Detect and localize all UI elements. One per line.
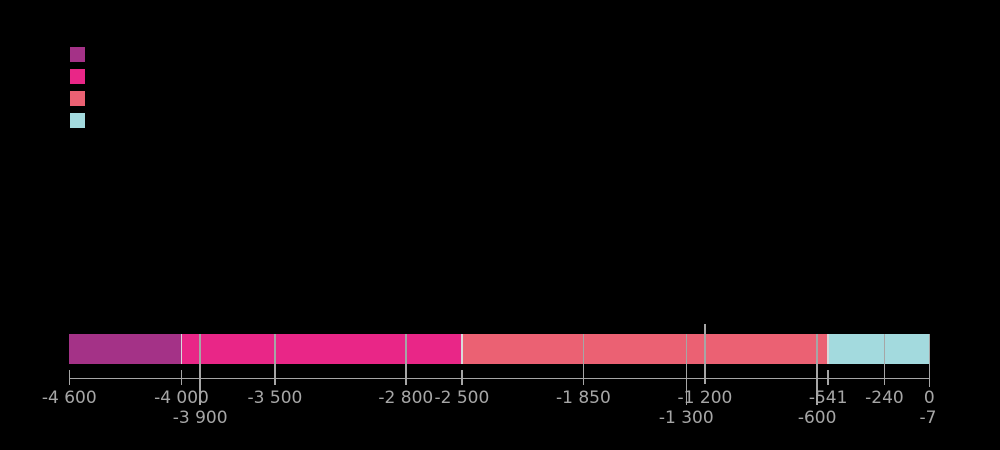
axis-tick-label--2800: -2 800 bbox=[378, 388, 434, 408]
legend-swatch-era-4 bbox=[70, 113, 85, 128]
divider-line--1200 bbox=[704, 324, 706, 384]
segment-4 bbox=[828, 334, 930, 364]
divider-line--1850 bbox=[582, 334, 585, 385]
axis-tick-label--1200: -1 200 bbox=[677, 388, 733, 408]
divider-line--4000 bbox=[180, 370, 183, 385]
axis-tick-label--4000: -4 000 bbox=[154, 388, 209, 408]
divider-line--4600 bbox=[68, 370, 71, 385]
segment-3 bbox=[461, 334, 829, 364]
legend-swatch-era-3 bbox=[70, 91, 85, 106]
axis-tick-label--600: -600 bbox=[797, 408, 837, 428]
axis-tick-label-0: 0 bbox=[923, 388, 935, 408]
axis-tick-label--240: -240 bbox=[865, 388, 904, 408]
axis-tick-label--541: -541 bbox=[808, 388, 848, 408]
legend-swatch-era-1 bbox=[70, 47, 85, 62]
segment-boundary-line bbox=[827, 334, 829, 364]
axis-tick-label--3500: -3 500 bbox=[247, 388, 303, 408]
axis-tick-label--4600: -4 600 bbox=[41, 388, 97, 408]
segment-boundary-line bbox=[461, 334, 463, 364]
x-axis-line bbox=[69, 377, 930, 379]
divider-line--2800 bbox=[405, 334, 407, 385]
divider-line--240 bbox=[883, 334, 886, 385]
segment-1 bbox=[69, 334, 182, 364]
axis-tick-label--3900: -3 900 bbox=[172, 408, 228, 428]
axis-tick-label--1850: -1 850 bbox=[556, 388, 611, 408]
divider-line--600 bbox=[816, 334, 818, 405]
segment-2 bbox=[181, 334, 462, 364]
divider-line--1300 bbox=[685, 334, 687, 405]
divider-line--3500 bbox=[274, 334, 276, 385]
timeline-bar bbox=[69, 334, 930, 364]
divider-line-0 bbox=[928, 334, 931, 387]
axis-tick-label--1300: -1 300 bbox=[658, 408, 714, 428]
segment-boundary-line bbox=[180, 334, 183, 364]
divider-line--541 bbox=[827, 370, 829, 385]
divider-line--2500 bbox=[461, 370, 463, 385]
axis-tick-label--7: -7 bbox=[919, 408, 937, 428]
axis-tick-label--2500: -2 500 bbox=[434, 388, 490, 408]
divider-line--3900 bbox=[199, 334, 201, 405]
legend-swatch-era-2 bbox=[70, 69, 85, 84]
